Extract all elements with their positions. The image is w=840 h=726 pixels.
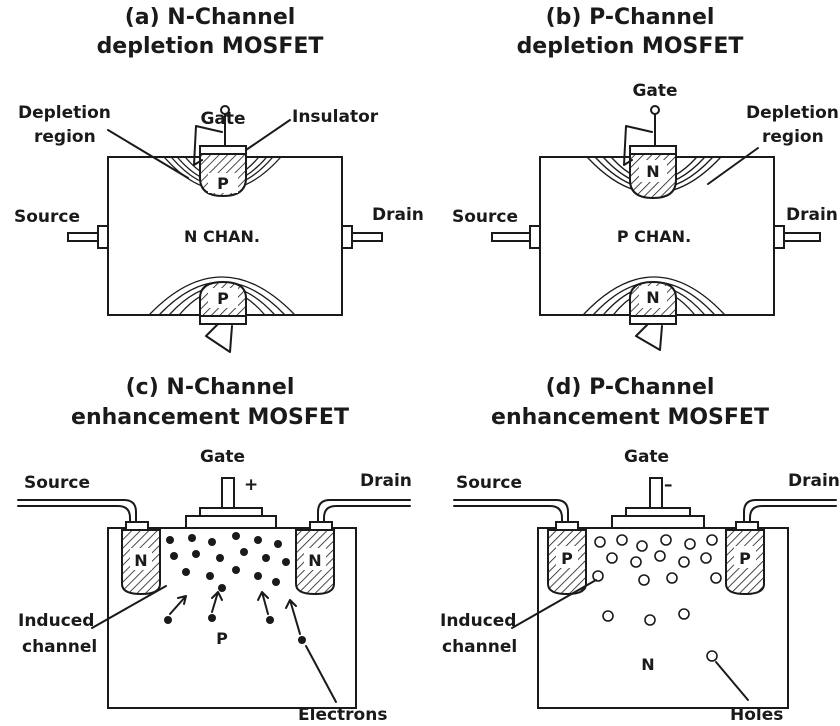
panel-a-gate-wire [193, 125, 223, 166]
panel-c: (c) N-Channel enhancement MOSFET N N [17, 375, 412, 725]
panel-a-insulator-pointer [245, 119, 291, 151]
panel-c-source-label: Source [24, 473, 90, 493]
panel-c-gate-plate [185, 515, 277, 529]
panel-a-top-p-label: P [217, 174, 229, 193]
panel-c-gate-insulator [199, 507, 263, 517]
panel-b-title-line2: depletion MOSFET [517, 34, 744, 59]
panel-b-gate-label: Gate [632, 81, 677, 101]
panel-b-gate-wire [623, 125, 653, 166]
panel-c-title-line2: enhancement MOSFET [71, 405, 349, 430]
panel-a-depletion-label-line1: Depletion [18, 103, 111, 123]
panel-c-polarity-label: + [244, 475, 258, 495]
panel-a-drain-label: Drain [372, 205, 424, 225]
panel-a-depletion-label-line2: region [34, 127, 96, 147]
panel-c-electrons [164, 532, 306, 644]
panel-d-gate-insulator [625, 507, 691, 517]
panel-c-right-n-label: N [308, 551, 321, 570]
panel-c-gate-terminal [221, 477, 235, 509]
panel-b-depletion-pointer [707, 147, 759, 185]
panel-c-gate-label: Gate [200, 447, 245, 467]
panel-d-source-lead [453, 499, 569, 523]
panel-b-bottom-insulator [629, 315, 677, 325]
panel-d-induced-label-line1: Induced [440, 611, 516, 631]
panel-b-title-line1: (b) P-Channel [546, 5, 715, 30]
panel-a-bottom-p-label: P [217, 289, 229, 308]
panel-d-substrate-label: N [641, 655, 654, 674]
panel-a-channel-label: N CHAN. [184, 227, 260, 246]
panel-d-carriers-pointer [715, 661, 749, 701]
panel-c-substrate-label: P [216, 629, 228, 648]
panel-a-depletion-pointer [107, 129, 189, 179]
panel-c-induced-label-line2: channel [22, 637, 97, 657]
panel-c-induced-label-line1: Induced [18, 611, 94, 631]
panel-d-title-line2: enhancement MOSFET [491, 405, 769, 430]
panel-b-bottom-gate-wire [635, 323, 663, 351]
panel-a-bottom-gate-wire [205, 323, 233, 353]
panel-b-drain-label: Drain [786, 205, 838, 225]
panel-d-drain-label: Drain [788, 471, 840, 491]
panel-a-title-line1: (a) N-Channel [125, 5, 296, 30]
panel-d-drain-lead [743, 499, 837, 523]
panel-a-top-insulator [199, 145, 247, 155]
panel-d-gate-plate [611, 515, 705, 529]
panel-a-source-terminal [67, 225, 109, 249]
panel-a-drain-terminal [341, 225, 383, 249]
panel-c-carriers-pointer [305, 645, 337, 703]
panel-d-polarity-label: – [664, 475, 673, 495]
panel-b-channel-label: P CHAN. [617, 227, 691, 246]
panel-a-gate-label: Gate [200, 109, 245, 129]
panel-b-source-label: Source [452, 207, 518, 227]
panel-d-gate-terminal [649, 477, 663, 509]
panel-c-left-n-label: N [134, 551, 147, 570]
panel-b-top-n-label: N [646, 162, 659, 181]
panel-c-title-line1: (c) N-Channel [126, 375, 295, 400]
panel-a-source-label: Source [14, 207, 80, 227]
panel-c-induced-pointer [91, 585, 167, 629]
panel-a-bottom-insulator [199, 315, 247, 325]
panel-d-induced-label-line2: channel [442, 637, 517, 657]
panel-b-depletion-label-line2: region [762, 127, 824, 147]
panel-d-induced-pointer [511, 579, 597, 629]
panel-a-title-line2: depletion MOSFET [97, 34, 324, 59]
panel-c-drain-label: Drain [360, 471, 412, 491]
panel-b-depletion-label-line1: Depletion [746, 103, 839, 123]
panel-d: (d) P-Channel enhancement MOSFET P P [440, 375, 840, 725]
panel-d-carriers-label: Holes [730, 705, 783, 725]
panel-b-drain-terminal [773, 225, 821, 249]
panel-c-source-lead [17, 499, 137, 523]
panel-d-holes [592, 534, 722, 662]
panel-c-drain-lead [317, 499, 411, 523]
panel-c-carriers-label: Electrons [298, 705, 387, 725]
panel-b-bottom-n-label: N [646, 288, 659, 307]
panel-d-gate-label: Gate [624, 447, 669, 467]
panel-d-left-p-label: P [561, 549, 573, 568]
panel-b-source-terminal [491, 225, 541, 249]
panel-d-right-p-label: P [739, 549, 751, 568]
panel-b: (b) P-Channel depletion MOSFET N N [452, 5, 839, 351]
panel-d-title-line1: (d) P-Channel [546, 375, 715, 400]
panel-b-top-insulator [629, 145, 677, 155]
panel-a-insulator-label: Insulator [292, 107, 379, 127]
panel-d-source-label: Source [456, 473, 522, 493]
panel-c-electron-arrows [169, 591, 301, 635]
panel-a: (a) N-Channel depletion MOSFET P [14, 5, 424, 353]
